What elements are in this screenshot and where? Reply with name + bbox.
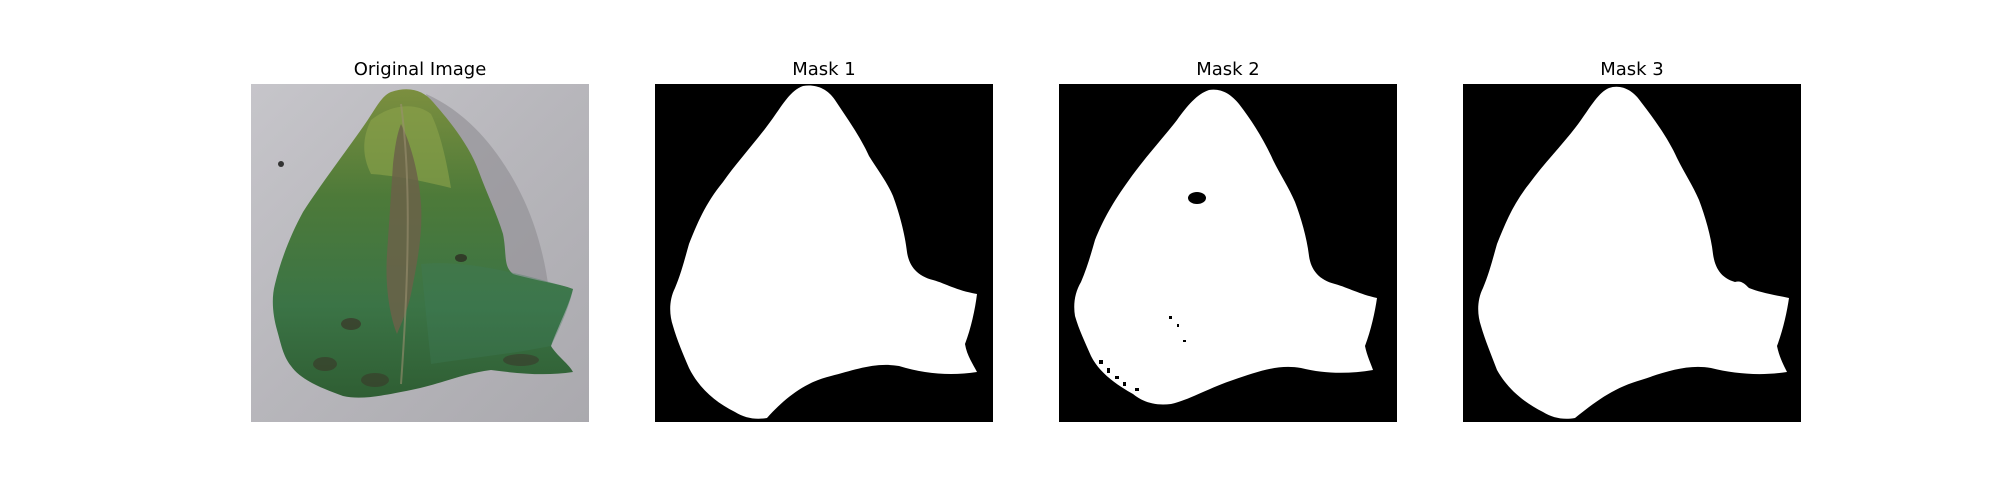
original-image-title: Original Image bbox=[353, 59, 487, 80]
mask-2 bbox=[1059, 84, 1397, 422]
mask-3-title: Mask 3 bbox=[1600, 59, 1664, 80]
original-image bbox=[251, 84, 589, 422]
mask-3 bbox=[1463, 84, 1801, 422]
mask-1 bbox=[655, 84, 993, 422]
mask-1-title: Mask 1 bbox=[792, 59, 856, 80]
mask-2-image bbox=[1059, 84, 1397, 422]
mask-2-title: Mask 2 bbox=[1196, 59, 1260, 80]
mask-1-image bbox=[655, 84, 993, 422]
mask-3-image bbox=[1463, 84, 1801, 422]
leaf-photo bbox=[251, 84, 589, 422]
